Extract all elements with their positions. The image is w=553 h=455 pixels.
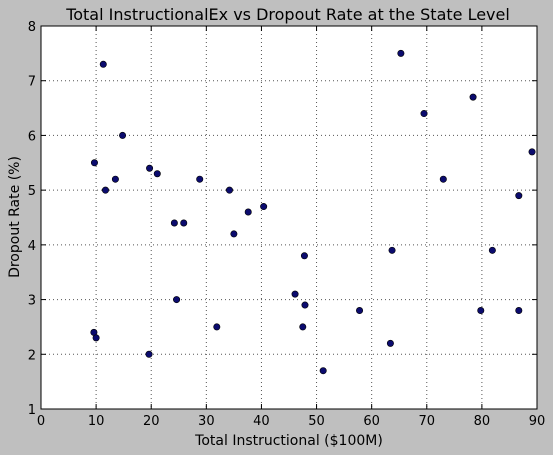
data-point [111, 175, 119, 183]
y-axis-title: Dropout Rate (%) [7, 156, 23, 278]
data-point [230, 230, 238, 238]
data-point [196, 175, 204, 183]
data-point [515, 307, 523, 315]
y-tick-label: 5 [28, 184, 36, 199]
data-point [515, 192, 523, 200]
data-point [397, 49, 405, 57]
plot-frame [40, 25, 538, 410]
data-point [90, 159, 98, 167]
data-point [488, 246, 496, 254]
x-tick-labels: 0 10 20 30 40 50 60 70 80 90 [37, 414, 545, 429]
data-point [319, 367, 327, 375]
plot-area [40, 25, 538, 410]
data-point [356, 307, 364, 315]
x-tick-label: 10 [88, 414, 105, 429]
x-tick-label: 60 [363, 414, 380, 429]
chart-title: Total InstructionalEx vs Dropout Rate at… [65, 5, 510, 24]
data-point [291, 290, 299, 298]
y-tick-label: 8 [28, 20, 36, 35]
data-point [469, 93, 477, 101]
data-point [153, 170, 161, 178]
data-point [180, 219, 188, 227]
data-point [92, 334, 100, 342]
data-points [90, 49, 536, 375]
data-point [170, 219, 178, 227]
data-point [145, 350, 153, 358]
data-point [101, 186, 109, 194]
data-point [528, 148, 536, 156]
x-tick-label: 70 [419, 414, 436, 429]
y-tick-label: 7 [28, 75, 36, 90]
y-tick-label: 3 [28, 294, 36, 309]
x-axis-title: Total Instructional ($100M) [194, 433, 383, 449]
data-point [146, 164, 154, 172]
y-tick-label: 2 [28, 348, 36, 363]
x-tick-label: 90 [529, 414, 546, 429]
x-tick-label: 80 [474, 414, 491, 429]
data-point [119, 131, 127, 139]
data-point [439, 175, 447, 183]
data-point [299, 323, 307, 331]
y-tick-labels: 1 2 3 4 5 6 7 8 [28, 20, 36, 418]
data-point [244, 208, 252, 216]
x-tick-label: 40 [253, 414, 270, 429]
data-point [99, 60, 107, 68]
data-point [420, 110, 428, 118]
y-tick-label: 6 [28, 129, 36, 144]
data-point [301, 301, 309, 309]
data-point [260, 203, 268, 211]
x-tick-label: 30 [198, 414, 215, 429]
data-point [300, 252, 308, 260]
x-tick-label: 50 [308, 414, 325, 429]
y-tick-label: 1 [28, 403, 36, 418]
data-point [386, 339, 394, 347]
data-point [213, 323, 221, 331]
data-point [173, 296, 181, 304]
data-point [477, 307, 485, 315]
y-tick-label: 4 [28, 239, 36, 254]
x-tick-label: 20 [143, 414, 160, 429]
data-point [388, 246, 396, 254]
x-tick-label: 0 [37, 414, 45, 429]
data-point [225, 186, 233, 194]
grid-lines [41, 26, 537, 409]
